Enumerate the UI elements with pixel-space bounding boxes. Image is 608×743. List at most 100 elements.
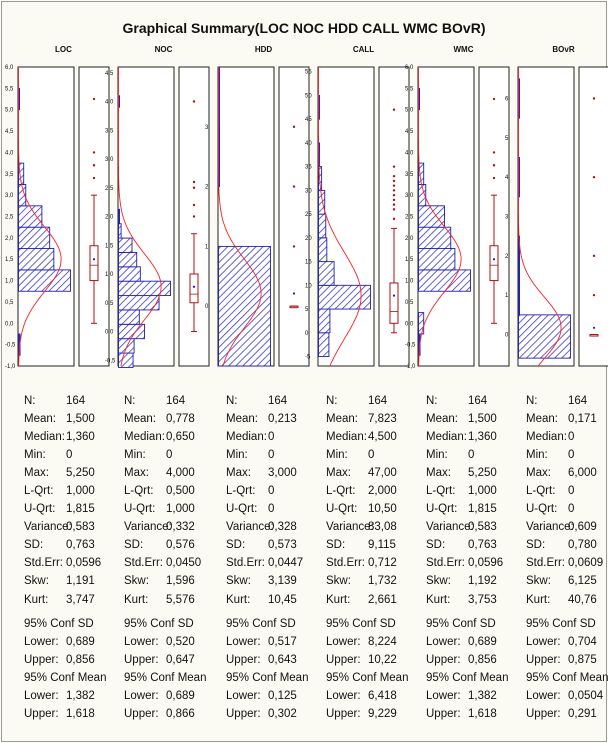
stat-label: Lower:	[24, 689, 59, 702]
stat-value: 0,328	[268, 521, 297, 534]
stat-label: Median:	[24, 431, 65, 444]
y-tick-label: 4,0	[405, 150, 414, 156]
stat-row-uqrt: U-Qrt: 10,50	[326, 500, 422, 518]
y-tick-label: 0,5	[105, 301, 114, 307]
stat-row-min: Min: 0	[226, 446, 322, 464]
stat-label: Upper:	[226, 653, 261, 666]
stat-heading-conf-sd: 95% Conf SD	[426, 615, 522, 633]
stat-label: Mean:	[426, 413, 458, 426]
stat-label: 95% Conf SD	[24, 617, 94, 630]
stat-row-sd-upper: Upper: 10,22	[326, 651, 422, 669]
stat-row-variance: Variance: 0,332	[124, 518, 220, 536]
stat-row-lqrt: L-Qrt: 0	[526, 482, 608, 500]
stat-label: Upper:	[226, 707, 261, 720]
y-tick-label: 0,0	[105, 330, 114, 336]
stat-value: 0,0596	[66, 557, 102, 570]
stat-row-kurt: Kurt: 3,753	[426, 591, 522, 609]
stat-value: 1,000	[66, 485, 95, 498]
y-tick-label: 0,0	[5, 321, 14, 327]
stat-value: 0,712	[368, 557, 397, 570]
stat-value: 6,418	[368, 689, 397, 702]
stat-row-lqrt: L-Qrt: 0	[226, 482, 322, 500]
stat-row-median: Median: 0	[226, 428, 322, 446]
outlier-point	[392, 174, 396, 178]
stat-label: Skw:	[24, 575, 49, 588]
stat-row-uqrt: U-Qrt: 1,815	[24, 500, 120, 518]
stat-value: 40,76	[568, 593, 597, 606]
stat-label: Upper:	[526, 707, 561, 720]
stat-heading-conf-mean: 95% Conf Mean	[526, 669, 608, 687]
outlier-point	[392, 189, 396, 192]
stat-row-skw: Skw: 1,191	[24, 572, 120, 590]
outlier-point	[392, 217, 396, 221]
stat-heading-conf-mean: 95% Conf Mean	[326, 669, 422, 687]
stat-label: Max:	[526, 467, 551, 480]
y-tick-label: 1,5	[405, 257, 414, 263]
outlier-point	[592, 175, 596, 179]
stat-row-max: Max: 4,000	[124, 464, 220, 482]
y-tick-label: 5,5	[5, 86, 14, 92]
stat-label: Min:	[124, 449, 146, 462]
stat-label: Min:	[526, 449, 548, 462]
stat-label: Upper:	[124, 707, 159, 720]
histogram-panel	[317, 66, 375, 367]
y-tick-label: -0,5	[5, 343, 16, 349]
stat-value: 164	[368, 395, 388, 407]
y-tick-label: 1,0	[105, 272, 114, 278]
stat-value: 0	[568, 485, 575, 498]
stat-label: Median:	[326, 431, 367, 444]
y-tick-label: 2,5	[405, 215, 414, 221]
outlier-point	[192, 180, 196, 184]
stat-row-min: Min: 0	[24, 446, 120, 464]
stat-label: Lower:	[326, 635, 361, 648]
stat-value: 6,000	[568, 467, 597, 480]
box-iqr	[89, 245, 99, 282]
stat-label: L-Qrt:	[226, 485, 256, 498]
stat-value: 0	[268, 485, 275, 498]
outlier-point	[392, 179, 396, 183]
y-tick-label: 55	[305, 70, 312, 76]
y-tick-label: 6	[505, 96, 509, 102]
stat-row-n: N: 164	[426, 392, 522, 410]
stat-value: 3,753	[468, 593, 497, 606]
stat-label: N:	[526, 395, 538, 407]
stat-label: SD:	[124, 539, 144, 552]
histogram-bar	[18, 226, 51, 249]
stat-value: 164	[66, 395, 86, 407]
stat-label: Kurt:	[426, 593, 451, 606]
y-tick-label: 2	[205, 185, 209, 191]
stat-label: Variance:	[124, 521, 172, 534]
stat-row-min: Min: 0	[326, 446, 422, 464]
stat-row-uqrt: U-Qrt: 1,815	[426, 500, 522, 518]
histogram-bar	[318, 166, 323, 191]
stat-label: Variance:	[426, 521, 474, 534]
stat-value: 1,000	[468, 485, 497, 498]
stat-row-mean-upper: Upper: 0,866	[124, 705, 220, 723]
stat-label: 95% Conf Mean	[226, 671, 309, 684]
y-tick-label: 6,0	[5, 65, 14, 71]
y-tick-label: 50	[305, 93, 312, 99]
stat-label: Max:	[226, 467, 251, 480]
box-mean-marker	[492, 258, 496, 261]
stat-label: 95% Conf SD	[124, 617, 194, 630]
stat-label: Median:	[226, 431, 267, 444]
y-tick-label: 4	[505, 175, 509, 181]
stat-value: 0,704	[568, 635, 597, 648]
stat-row-n: N: 164	[124, 392, 220, 410]
stat-value: 0,0609	[568, 557, 604, 570]
stat-row-sd-lower: Lower: 0,520	[124, 633, 220, 651]
stats-column-call: N: 164 Mean: 7,823 Median: 4,500 Min: 0 Max: 47,0…	[326, 392, 422, 723]
stat-row-mean-lower: Lower: 1,382	[426, 687, 522, 705]
stat-label: U-Qrt:	[226, 503, 258, 516]
stats-column-bovr: N: 164 Mean: 0,171 Median: 0 Min: 0 Max: 6,000 L-Q…	[526, 392, 608, 723]
stat-row-uqrt: U-Qrt: 0	[526, 500, 608, 518]
stat-label: Lower:	[526, 689, 561, 702]
stat-label: Lower:	[526, 635, 561, 648]
stat-row-sd: SD: 0,573	[226, 536, 322, 554]
stat-label: Max:	[326, 467, 351, 480]
stat-label: U-Qrt:	[526, 503, 558, 516]
stat-row-mean-lower: Lower: 0,689	[124, 687, 220, 705]
stat-row-n: N: 164	[326, 392, 422, 410]
chart-bovr: BOvR 6 5 4 3 2 1 0	[505, 45, 608, 367]
